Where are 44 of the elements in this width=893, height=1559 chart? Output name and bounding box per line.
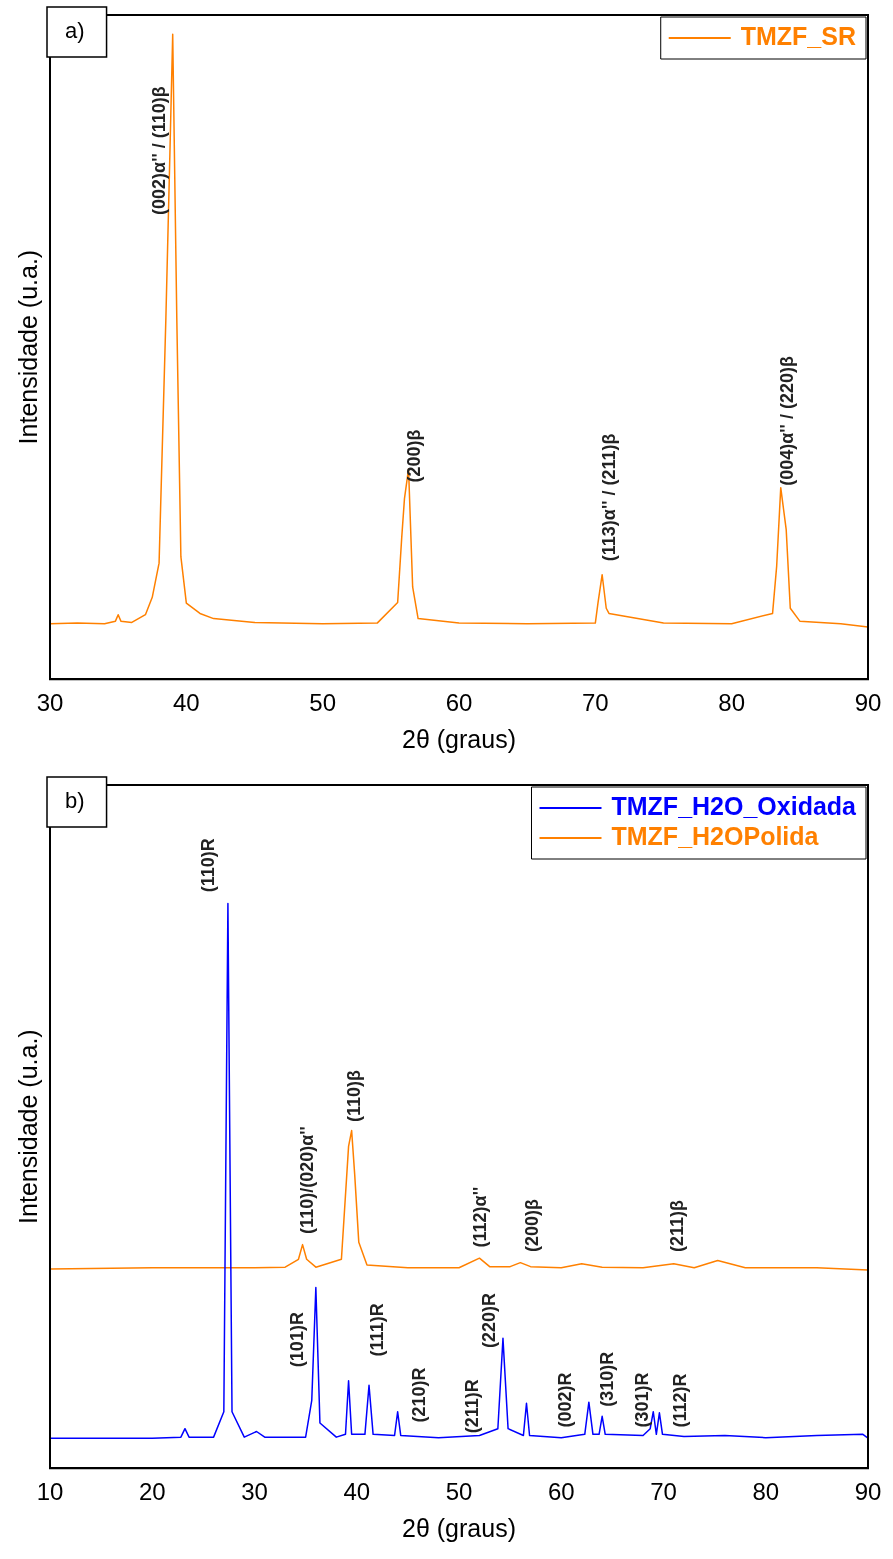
x-tick-label: 10 xyxy=(36,1478,64,1506)
annotation: (112)R xyxy=(669,1373,690,1428)
annotation: (200)β xyxy=(521,1198,542,1252)
annotation: (200)β xyxy=(404,429,425,483)
x-tick-label: 40 xyxy=(172,689,200,717)
annotation: (210)R xyxy=(409,1367,430,1423)
y-axis-title: Intensidade (u.a.) xyxy=(13,249,42,445)
y-axis-title: Intensidade (u.a.) xyxy=(13,1029,42,1224)
annotation: (110)β xyxy=(343,1070,364,1123)
annotation: (111)R xyxy=(367,1303,388,1357)
x-tick-label: 70 xyxy=(581,689,609,717)
annotation: (310)R xyxy=(597,1351,618,1407)
x-tick-label: 30 xyxy=(36,689,64,717)
annotation: (112)α'' xyxy=(470,1186,491,1248)
annotation: (101)R xyxy=(287,1312,308,1368)
x-axis-title: 2θ (graus) xyxy=(402,724,516,753)
x-tick-label: 60 xyxy=(547,1478,575,1506)
x-tick-label: 40 xyxy=(343,1478,371,1506)
annotation: (002)R xyxy=(555,1372,576,1428)
legend-label: TMZF_SR xyxy=(740,21,857,50)
x-tick-label: 80 xyxy=(752,1478,780,1506)
x-tick-label: 60 xyxy=(445,689,473,717)
annotation: (110)/(020)α'' xyxy=(296,1126,317,1234)
annotation: (004)α'' / (220)β xyxy=(776,356,797,486)
legend-label: TMZF_H2O_Oxidada xyxy=(611,791,858,820)
annotation: (220)R xyxy=(478,1292,499,1348)
x-axis-title: 2θ (graus) xyxy=(402,1513,516,1542)
annotation: (002)α'' / (110)β xyxy=(149,86,170,215)
annotation: (211)R xyxy=(462,1379,483,1434)
x-tick-label: 70 xyxy=(650,1478,677,1506)
x-tick-label: 80 xyxy=(718,689,746,717)
x-tick-label: 30 xyxy=(241,1478,268,1506)
x-tick-label: 50 xyxy=(309,689,337,717)
annotation: (211)β xyxy=(666,1199,687,1252)
annotation: (113)α'' / (211)β xyxy=(599,433,620,562)
legend-label: TMZF_H2OPolida xyxy=(611,821,820,850)
chart-title: b) xyxy=(65,788,85,814)
x-tick-label: 90 xyxy=(854,689,882,717)
x-tick-label: 90 xyxy=(854,1478,882,1506)
annotation: (301)R xyxy=(632,1372,653,1428)
text: (110)R xyxy=(198,838,219,893)
x-tick-label: 20 xyxy=(138,1478,166,1506)
x-tick-label: 50 xyxy=(445,1478,473,1506)
chart-title: a) xyxy=(65,18,85,44)
